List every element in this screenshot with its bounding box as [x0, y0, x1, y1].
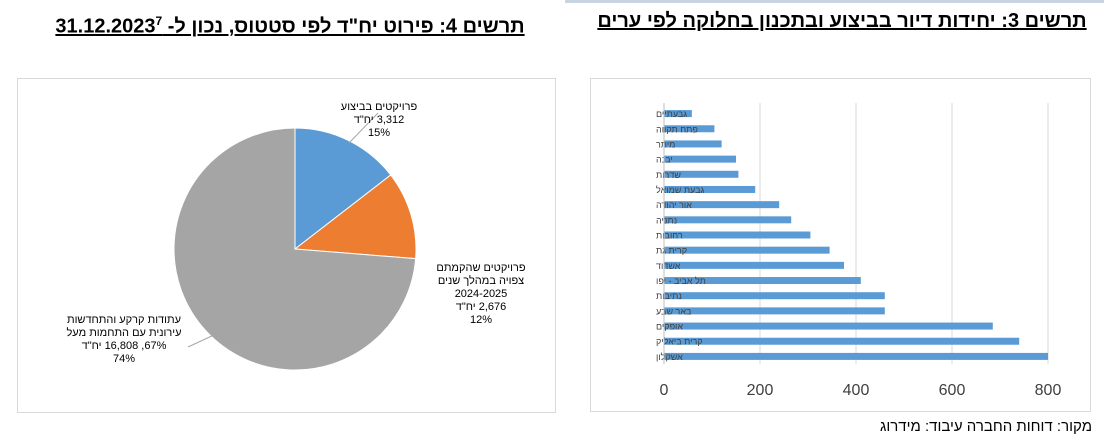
x-tick-label-4: 800 — [1035, 382, 1062, 399]
pie-label-0: פרויקטים בביצוע 3,312 יח"ד 15% — [341, 101, 418, 139]
bar-9 — [664, 246, 830, 254]
bar-3 — [664, 155, 736, 163]
source-note: מקור: דוחות החברה עיבוד: מידרוג — [880, 418, 1092, 435]
pie-slice-2 — [173, 127, 417, 371]
x-tick-label-0: 0 — [660, 382, 669, 399]
x-tick-label-1: 200 — [747, 382, 774, 399]
bar-14 — [664, 322, 993, 330]
bar-15 — [664, 337, 1020, 345]
header-rule — [565, 0, 1104, 3]
bar-11 — [664, 277, 861, 285]
category-label-0: גבעתיים — [656, 109, 687, 119]
bar-8 — [664, 231, 811, 239]
category-label-1: פתח תקווה — [656, 124, 698, 134]
pie-leader-line-2 — [187, 327, 230, 348]
bar-12 — [664, 292, 885, 300]
category-label-11: תל אביב - יפו — [656, 276, 706, 286]
category-label-8: רחובות — [656, 231, 683, 241]
bar-4 — [664, 170, 739, 178]
category-label-12: נתיבות — [656, 291, 682, 301]
chart-4-title: תרשים 4: פירוט יח"ד לפי סטטוס, נכון ל- 3… — [55, 14, 525, 38]
category-label-13: באר שבע — [656, 306, 692, 316]
bar-0 — [664, 110, 692, 118]
pie-label-2: עתודות קרקע והתחדשות עירונית עם התחמות מע… — [66, 314, 181, 365]
pie-chart-panel: פרויקטים בביצוע 3,312 יח"ד 15% פרויקטים שהק… — [17, 78, 556, 413]
category-label-15: קרית ביאליק — [656, 337, 703, 347]
x-tick-label-2: 400 — [843, 382, 870, 399]
bar-1 — [664, 125, 715, 133]
category-label-9: קרית גת — [656, 246, 687, 256]
pie-slice-0 — [294, 127, 392, 251]
bar-6 — [664, 201, 780, 209]
category-label-16: אשקלון — [656, 352, 683, 362]
category-label-5: גבעת שמואל — [656, 185, 704, 195]
bar-2 — [664, 140, 722, 148]
category-label-6: אור יהודה — [656, 200, 692, 210]
footnote-marker: 7 — [155, 14, 163, 28]
pie-chart: פרויקטים בביצוע 3,312 יח"ד 15% פרויקטים שהק… — [66, 101, 526, 371]
category-label-10: אשדוד — [656, 261, 681, 271]
pie-label-1: פרויקטים שהקמתם צפויה במהלך שנים 2024-2025… — [436, 262, 526, 326]
x-tick-label-3: 600 — [939, 382, 966, 399]
category-label-14: אופקים — [656, 322, 683, 332]
bar-13 — [664, 307, 885, 315]
category-label-2: מיתר — [656, 139, 675, 149]
bar-7 — [664, 216, 792, 224]
category-label-7: נתניה — [656, 215, 677, 225]
pie-leader-line-0 — [348, 112, 379, 144]
chart-3-title: תרשים 3: יחידות דיור בביצוע ובתכנון בחלו… — [597, 10, 1087, 32]
bar-10 — [664, 261, 844, 269]
bar-16 — [664, 352, 1048, 360]
category-label-4: שדרות — [656, 170, 681, 180]
bar-5 — [664, 185, 756, 193]
pie-slice-1 — [293, 174, 417, 260]
